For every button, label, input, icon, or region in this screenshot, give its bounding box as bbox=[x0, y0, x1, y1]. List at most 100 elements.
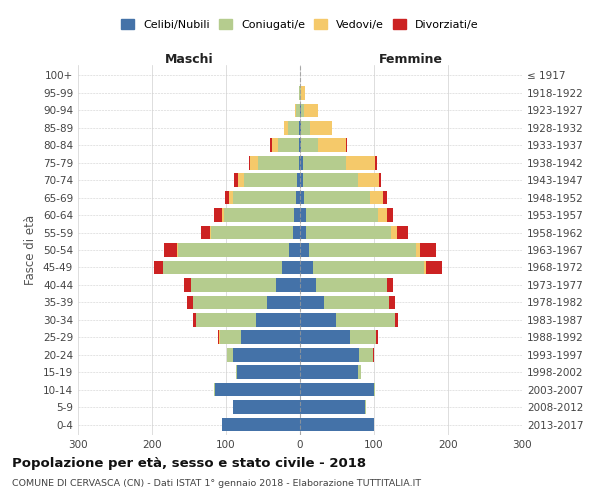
Bar bbox=[271, 138, 272, 152]
Bar bbox=[288, 121, 299, 134]
Bar bbox=[178, 243, 289, 257]
Bar bbox=[177, 243, 178, 257]
Bar bbox=[316, 278, 386, 291]
Bar bbox=[306, 226, 391, 239]
Y-axis label: Fasce di età: Fasce di età bbox=[25, 215, 37, 285]
Bar bbox=[221, 208, 224, 222]
Bar bbox=[284, 121, 288, 134]
Text: Maschi: Maschi bbox=[164, 53, 214, 66]
Bar bbox=[303, 156, 346, 170]
Bar bbox=[301, 121, 310, 134]
Bar bbox=[229, 191, 233, 204]
Bar bbox=[301, 138, 318, 152]
Bar bbox=[300, 418, 374, 432]
Bar bbox=[211, 226, 293, 239]
Bar bbox=[214, 383, 215, 396]
Bar bbox=[358, 366, 361, 379]
Bar bbox=[163, 260, 281, 274]
Bar bbox=[238, 174, 244, 187]
Bar bbox=[300, 174, 303, 187]
Bar bbox=[220, 330, 241, 344]
Bar bbox=[241, 330, 300, 344]
Bar bbox=[296, 191, 300, 204]
Text: Femmine: Femmine bbox=[379, 53, 443, 66]
Bar bbox=[373, 348, 374, 362]
Text: Popolazione per età, sesso e stato civile - 2018: Popolazione per età, sesso e stato civil… bbox=[12, 458, 366, 470]
Bar bbox=[222, 418, 300, 432]
Bar bbox=[236, 366, 237, 379]
Bar bbox=[300, 138, 301, 152]
Bar bbox=[300, 383, 374, 396]
Bar bbox=[299, 138, 300, 152]
Bar bbox=[299, 156, 300, 170]
Bar bbox=[278, 138, 299, 152]
Bar bbox=[237, 366, 300, 379]
Bar bbox=[300, 313, 335, 326]
Bar bbox=[301, 104, 304, 117]
Bar bbox=[250, 156, 258, 170]
Bar bbox=[297, 174, 300, 187]
Bar bbox=[249, 156, 250, 170]
Bar bbox=[359, 348, 373, 362]
Bar bbox=[227, 348, 233, 362]
Bar bbox=[277, 278, 300, 291]
Bar bbox=[299, 121, 300, 134]
Bar bbox=[300, 366, 358, 379]
Bar bbox=[358, 174, 379, 187]
Bar bbox=[397, 226, 408, 239]
Bar bbox=[193, 296, 266, 309]
Bar bbox=[303, 174, 358, 187]
Bar bbox=[154, 260, 163, 274]
Bar bbox=[300, 260, 313, 274]
Bar bbox=[300, 330, 350, 344]
Bar bbox=[244, 174, 297, 187]
Bar bbox=[426, 260, 442, 274]
Bar bbox=[304, 104, 318, 117]
Bar bbox=[218, 330, 220, 344]
Bar bbox=[258, 156, 299, 170]
Bar bbox=[365, 400, 366, 414]
Bar bbox=[300, 400, 365, 414]
Bar bbox=[313, 260, 424, 274]
Bar bbox=[193, 313, 196, 326]
Bar bbox=[300, 121, 301, 134]
Bar bbox=[191, 278, 277, 291]
Legend: Celibi/Nubili, Coniugati/e, Vedovi/e, Divorziati/e: Celibi/Nubili, Coniugati/e, Vedovi/e, Di… bbox=[121, 19, 479, 30]
Bar bbox=[416, 243, 420, 257]
Bar bbox=[225, 191, 229, 204]
Bar bbox=[300, 86, 301, 100]
Bar bbox=[299, 86, 300, 100]
Bar bbox=[300, 278, 316, 291]
Bar bbox=[376, 156, 377, 170]
Bar bbox=[196, 313, 256, 326]
Bar bbox=[424, 260, 426, 274]
Bar bbox=[346, 156, 376, 170]
Bar bbox=[323, 296, 389, 309]
Bar bbox=[214, 208, 221, 222]
Bar bbox=[295, 104, 296, 117]
Bar bbox=[379, 208, 388, 222]
Bar bbox=[301, 86, 305, 100]
Bar bbox=[300, 208, 306, 222]
Bar bbox=[300, 104, 301, 117]
Bar bbox=[215, 383, 300, 396]
Bar bbox=[293, 226, 300, 239]
Bar bbox=[346, 138, 347, 152]
Bar bbox=[233, 191, 296, 204]
Bar bbox=[233, 348, 300, 362]
Bar bbox=[234, 174, 238, 187]
Bar bbox=[300, 348, 359, 362]
Bar bbox=[391, 226, 397, 239]
Text: COMUNE DI CERVASCA (CN) - Dati ISTAT 1° gennaio 2018 - Elaborazione TUTTITALIA.I: COMUNE DI CERVASCA (CN) - Dati ISTAT 1° … bbox=[12, 478, 421, 488]
Bar bbox=[304, 191, 370, 204]
Bar bbox=[310, 121, 332, 134]
Bar bbox=[395, 313, 398, 326]
Bar bbox=[376, 330, 378, 344]
Bar bbox=[296, 104, 300, 117]
Bar bbox=[224, 208, 294, 222]
Bar bbox=[300, 226, 306, 239]
Bar bbox=[272, 138, 278, 152]
Bar bbox=[294, 208, 300, 222]
Bar bbox=[335, 313, 395, 326]
Bar bbox=[300, 191, 304, 204]
